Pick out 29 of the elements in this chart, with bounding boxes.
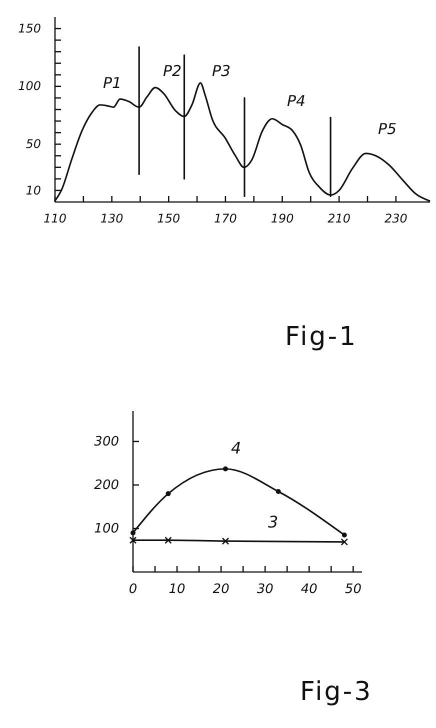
x-tick-label: 10 xyxy=(168,582,186,598)
annotation: P4 xyxy=(287,92,306,110)
x-tick-label: 230 xyxy=(384,212,408,226)
x-tick-label: 50 xyxy=(344,582,362,598)
x-tick-label: 210 xyxy=(328,212,351,226)
y-tick-label: 300 xyxy=(94,434,119,450)
y-tick-label: 200 xyxy=(94,478,119,494)
annotation: P3 xyxy=(212,62,231,80)
annotation: P1 xyxy=(103,74,122,92)
x-tick-label: 170 xyxy=(214,212,238,226)
x-tick-label: 30 xyxy=(256,582,274,598)
y-tick-label: 10 xyxy=(26,183,42,198)
text: Fig-3 xyxy=(300,677,373,707)
y-tick-label: 100 xyxy=(94,522,119,537)
y-tick-label: 150 xyxy=(18,21,42,36)
y-tick-label: 100 xyxy=(18,79,42,94)
x-tick-label: 110 xyxy=(44,212,67,226)
annotation: P2 xyxy=(163,62,182,80)
x-tick-label: 20 xyxy=(212,582,230,598)
x-tick-label: 130 xyxy=(100,212,124,226)
annotation: P5 xyxy=(378,120,397,138)
series-label: 4 xyxy=(230,438,242,458)
text: Fig-1 xyxy=(285,322,358,352)
x-tick-label: 0 xyxy=(128,582,138,598)
y-tick-label: 50 xyxy=(26,137,42,152)
series-label: 3 xyxy=(268,512,278,532)
x-tick-label: 150 xyxy=(157,212,180,226)
x-tick-label: 40 xyxy=(300,582,318,598)
x-tick-label: 190 xyxy=(270,212,294,226)
